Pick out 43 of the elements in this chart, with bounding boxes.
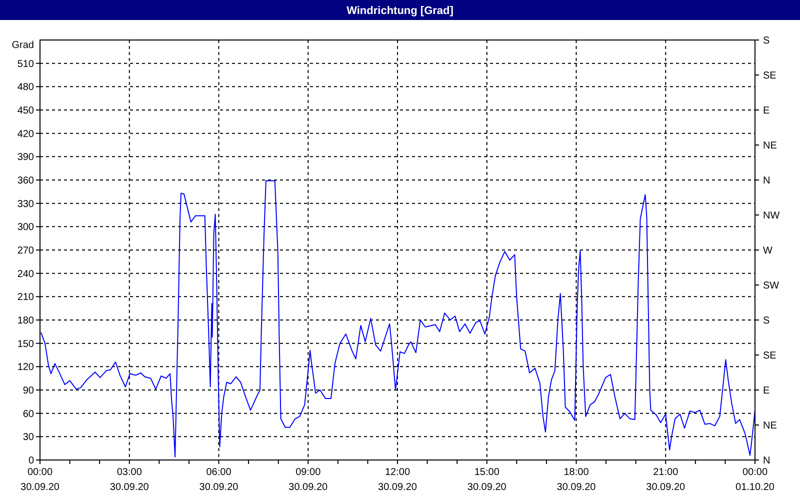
x-tick-label: 12:00 30.09.20 bbox=[378, 467, 418, 493]
y-tick-label: 450 bbox=[17, 106, 34, 116]
text: SE bbox=[763, 350, 777, 362]
text: NE bbox=[763, 140, 778, 152]
y-tick-label: 390 bbox=[17, 152, 34, 164]
text: NE bbox=[763, 420, 778, 432]
text: S bbox=[763, 36, 770, 46]
y-tick-label: 510 bbox=[17, 58, 34, 70]
chart-title: Windrichtung [Grad] bbox=[346, 5, 454, 17]
y-tick-label: 60 bbox=[22, 408, 34, 420]
x-tick-label: 00:00 30.09.20 bbox=[20, 467, 60, 493]
title-bar: Windrichtung [Grad] bbox=[0, 0, 800, 20]
x-tick-label: 00:00 01.10.20 bbox=[736, 467, 775, 493]
y-tick-label: 0 bbox=[28, 456, 34, 466]
y-tick-label: 360 bbox=[17, 176, 34, 186]
y-tick-label: 30 bbox=[22, 432, 34, 444]
y-tick-label: 480 bbox=[17, 82, 34, 94]
text: SE bbox=[763, 70, 777, 82]
x-tick-label: 15:00 30.09.20 bbox=[467, 467, 507, 493]
y-tick-label: 210 bbox=[17, 292, 34, 304]
y-tick-label: 330 bbox=[17, 198, 34, 210]
text: E bbox=[763, 106, 770, 116]
x-tick-label: 21:00 30.09.20 bbox=[646, 467, 686, 493]
x-tick-label: 18:00 30.09.20 bbox=[556, 467, 596, 493]
text: E bbox=[763, 386, 770, 396]
y-tick-label: 180 bbox=[17, 316, 34, 326]
y-tick-label: 150 bbox=[17, 338, 34, 350]
y-tick-label: 240 bbox=[17, 268, 34, 280]
text: S bbox=[763, 316, 770, 326]
x-tick-label: 03:00 30.09.20 bbox=[110, 467, 150, 493]
text: N bbox=[763, 176, 770, 186]
text: N bbox=[763, 456, 770, 466]
y-tick-label: 270 bbox=[17, 246, 34, 256]
text: SW bbox=[763, 280, 780, 292]
y-tick-label: 420 bbox=[17, 128, 34, 140]
text: NW bbox=[763, 210, 780, 222]
x-tick-label: 06:00 30.09.20 bbox=[199, 467, 239, 493]
y-tick-label: 120 bbox=[17, 362, 34, 374]
text: W bbox=[763, 246, 773, 256]
y-axis-title: Grad bbox=[12, 40, 34, 51]
x-tick-label: 09:00 30.09.20 bbox=[288, 467, 328, 493]
y-tick-label: 300 bbox=[17, 222, 34, 234]
y-tick-label: 90 bbox=[22, 386, 34, 396]
